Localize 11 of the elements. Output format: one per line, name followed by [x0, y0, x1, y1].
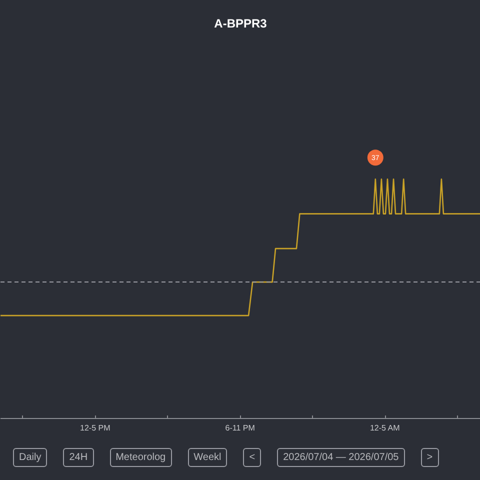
text: 24H: [69, 451, 88, 465]
x-tick-label: 12-5 PM: [80, 424, 111, 432]
text: 2026/07/04 — 2026/07/05: [283, 451, 399, 465]
text: Meteorolog: [116, 451, 166, 465]
x-tick-label: 12-5 AM: [370, 424, 400, 432]
text: >: [426, 451, 433, 465]
text: Daily: [19, 451, 42, 465]
text: <: [249, 451, 256, 465]
text: Weekl: [194, 451, 222, 465]
x-tick-label: 6-11 PM: [225, 424, 256, 432]
chart-title: A-BPPR3: [214, 16, 268, 30]
